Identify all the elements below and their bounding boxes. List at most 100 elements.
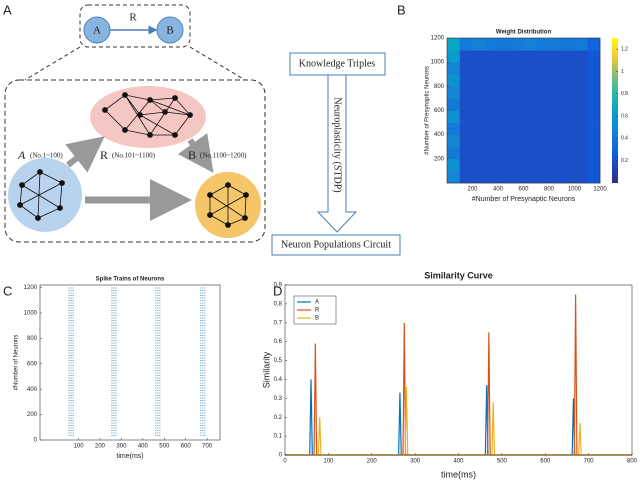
relation-label: R bbox=[129, 12, 137, 24]
y-tick-label: 0.6 bbox=[274, 339, 283, 345]
heatmap-cell bbox=[459, 170, 473, 184]
heatmap-cell bbox=[472, 146, 486, 160]
y-tick-label: 200 bbox=[434, 156, 445, 162]
y-tick-label: 0.7 bbox=[274, 320, 283, 326]
flow-arrow bbox=[65, 136, 105, 173]
legend-label: R bbox=[315, 308, 320, 314]
heatmap-cell bbox=[498, 170, 512, 184]
heatmap-cell bbox=[485, 158, 499, 172]
heatmap-cell bbox=[549, 50, 563, 63]
heatmap-cell bbox=[447, 134, 461, 148]
heatmap-cell bbox=[472, 38, 486, 51]
heatmap-cell bbox=[459, 38, 473, 51]
heatmap-cell bbox=[459, 110, 473, 123]
x-tick-label: 800 bbox=[627, 459, 638, 465]
colorbar-tick-label: 0.6 bbox=[621, 113, 628, 119]
zoom-line bbox=[24, 46, 81, 81]
heatmap-cell bbox=[510, 122, 524, 135]
x-tick-label: 500 bbox=[497, 459, 508, 465]
population-a bbox=[8, 158, 82, 232]
chart-title: Spike Trains of Neurons bbox=[96, 277, 165, 283]
y-tick-label: 600 bbox=[434, 108, 445, 114]
population-name: B bbox=[188, 148, 196, 162]
colorbar bbox=[612, 38, 618, 183]
y-tick-label: 1000 bbox=[431, 60, 445, 66]
heatmap-cell bbox=[447, 146, 461, 160]
y-tick-label: 800 bbox=[27, 336, 38, 342]
heatmap-cell bbox=[561, 158, 575, 172]
heatmap-cell bbox=[447, 86, 461, 99]
heatmap-cell bbox=[523, 134, 537, 148]
circuit-box bbox=[4, 79, 266, 243]
heatmap-cell bbox=[459, 62, 473, 75]
network bbox=[17, 92, 249, 228]
top-box bbox=[79, 4, 191, 48]
heatmap-cell bbox=[510, 50, 524, 63]
heatmap-cell bbox=[472, 158, 486, 172]
colorbar-tick-label: 0.2 bbox=[621, 158, 628, 164]
heatmap-cell bbox=[587, 170, 601, 184]
heatmap-cell bbox=[536, 170, 550, 184]
node-label: A bbox=[93, 25, 101, 37]
flow-arrow bbox=[177, 133, 214, 173]
x-tick-label: 1200 bbox=[593, 187, 607, 193]
heatmap-cell bbox=[523, 38, 537, 51]
heatmap-cell bbox=[574, 170, 588, 184]
x-tick-label: 200 bbox=[467, 187, 478, 193]
heatmap-cell bbox=[536, 122, 550, 135]
heatmap-cell bbox=[510, 146, 524, 160]
y-tick-label: 0.8 bbox=[274, 301, 283, 307]
heatmap-cell bbox=[472, 86, 486, 99]
heatmap-cell bbox=[485, 122, 499, 135]
heatmap-cell bbox=[574, 158, 588, 172]
heatmap-cell bbox=[485, 86, 499, 99]
heatmap-cell bbox=[459, 146, 473, 160]
heatmap-cell bbox=[485, 62, 499, 75]
x-tick-label: 700 bbox=[584, 459, 595, 465]
heatmap-cell bbox=[561, 170, 575, 184]
heatmap-cell bbox=[549, 38, 563, 51]
plot-frame bbox=[39, 284, 221, 441]
heatmap-cell bbox=[485, 134, 499, 148]
heatmap-cell bbox=[561, 50, 575, 63]
line-series bbox=[285, 386, 632, 456]
x-tick-label: 700 bbox=[202, 444, 213, 450]
heatmap-cell bbox=[574, 38, 588, 51]
heatmap-cell bbox=[459, 134, 473, 148]
heatmap-cell bbox=[549, 86, 563, 99]
heatmap-cell bbox=[549, 146, 563, 160]
heatmap-cell bbox=[498, 158, 512, 172]
x-tick-label: 0 bbox=[283, 459, 287, 465]
flow-end: Neuron Populations Circuit bbox=[281, 239, 391, 250]
y-tick-label: 0 bbox=[34, 438, 38, 444]
heatmap-cell bbox=[536, 62, 550, 75]
colorbar-tick-label: 1.2 bbox=[621, 46, 628, 52]
heatmap-cell bbox=[510, 110, 524, 123]
heatmap-cell bbox=[498, 38, 512, 51]
heatmap-cell bbox=[549, 74, 563, 87]
heatmap-cell bbox=[498, 86, 512, 99]
heatmap-cell bbox=[587, 134, 601, 148]
heatmap-cell bbox=[523, 62, 537, 75]
heatmap-cell bbox=[587, 158, 601, 172]
colorbar-tick-label: 0.8 bbox=[621, 91, 628, 97]
heatmap-cell bbox=[587, 74, 601, 87]
heatmap-cell bbox=[574, 134, 588, 148]
y-axis-label: Similarity bbox=[261, 351, 271, 388]
heatmap-cell bbox=[587, 38, 601, 51]
y-tick-label: 0.1 bbox=[274, 434, 283, 440]
heatmap-cell bbox=[574, 74, 588, 87]
x-tick-label: 600 bbox=[181, 444, 192, 450]
panel-label: D bbox=[273, 283, 282, 298]
y-tick-label: 800 bbox=[434, 84, 445, 90]
heatmap-cell bbox=[587, 50, 601, 63]
x-tick-label: 800 bbox=[544, 187, 555, 193]
heatmap-cell bbox=[447, 74, 461, 87]
chart-title: Weight Distribution bbox=[496, 30, 552, 36]
population-name: R bbox=[100, 148, 108, 162]
heatmap-cell bbox=[561, 98, 575, 111]
heatmap-cell bbox=[536, 110, 550, 123]
heatmap-cell bbox=[485, 50, 499, 63]
heatmap-cell bbox=[587, 146, 601, 160]
heatmap-cell bbox=[549, 158, 563, 172]
